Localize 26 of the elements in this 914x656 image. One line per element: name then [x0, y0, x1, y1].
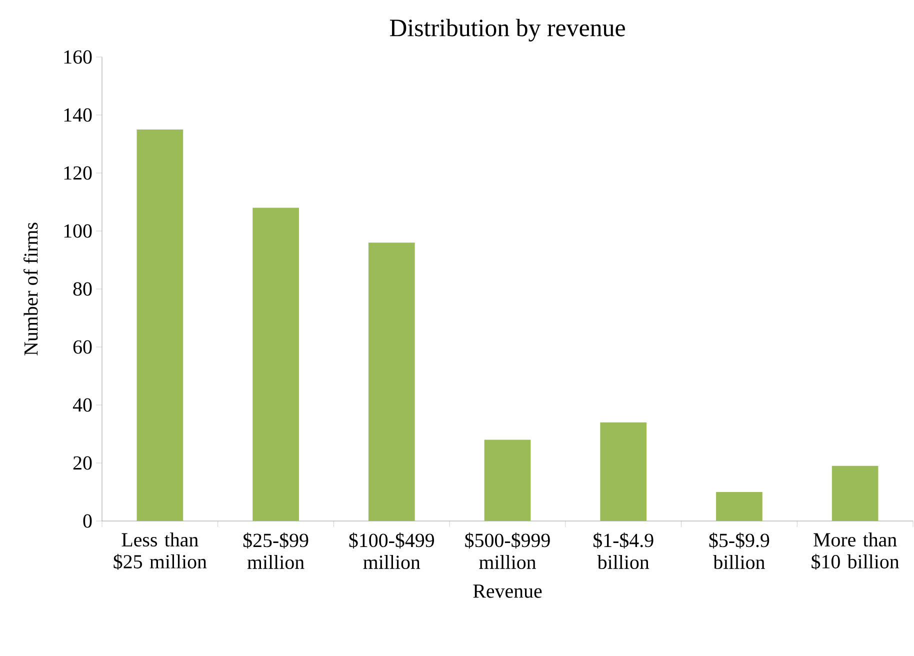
bar [368, 242, 415, 521]
y-tick-label: 140 [64, 108, 92, 122]
chart-title: Distribution by revenue [390, 18, 625, 42]
bar [832, 466, 878, 521]
x-tick-label: $25-$99 million [243, 532, 308, 570]
x-axis-title: Revenue [473, 584, 542, 598]
bar [600, 422, 647, 521]
y-axis-title: Number of firms [24, 222, 38, 356]
x-tick-label: $1-$4.9 billion [594, 532, 654, 570]
bar [484, 440, 531, 521]
bar [716, 492, 762, 521]
y-tick-label: 160 [64, 50, 92, 64]
bar [136, 129, 184, 521]
x-tick-label: More than $10 billion [812, 532, 900, 570]
x-tick-label: $500-$999 million [465, 532, 550, 570]
y-tick-label: 60 [73, 340, 92, 354]
bar [252, 208, 299, 521]
x-tick-label: Less than $25 million [114, 532, 207, 570]
y-tick-label: 20 [73, 456, 92, 470]
y-tick-label: 120 [64, 166, 92, 180]
y-tick-label: 80 [73, 282, 92, 296]
x-tick-label: $5-$9.9 billion [709, 532, 770, 570]
y-tick-label: 0 [83, 514, 92, 528]
y-tick-label: 100 [64, 224, 92, 238]
x-tick-label: $100-$499 million [349, 532, 434, 570]
y-tick-label: 40 [72, 398, 92, 412]
